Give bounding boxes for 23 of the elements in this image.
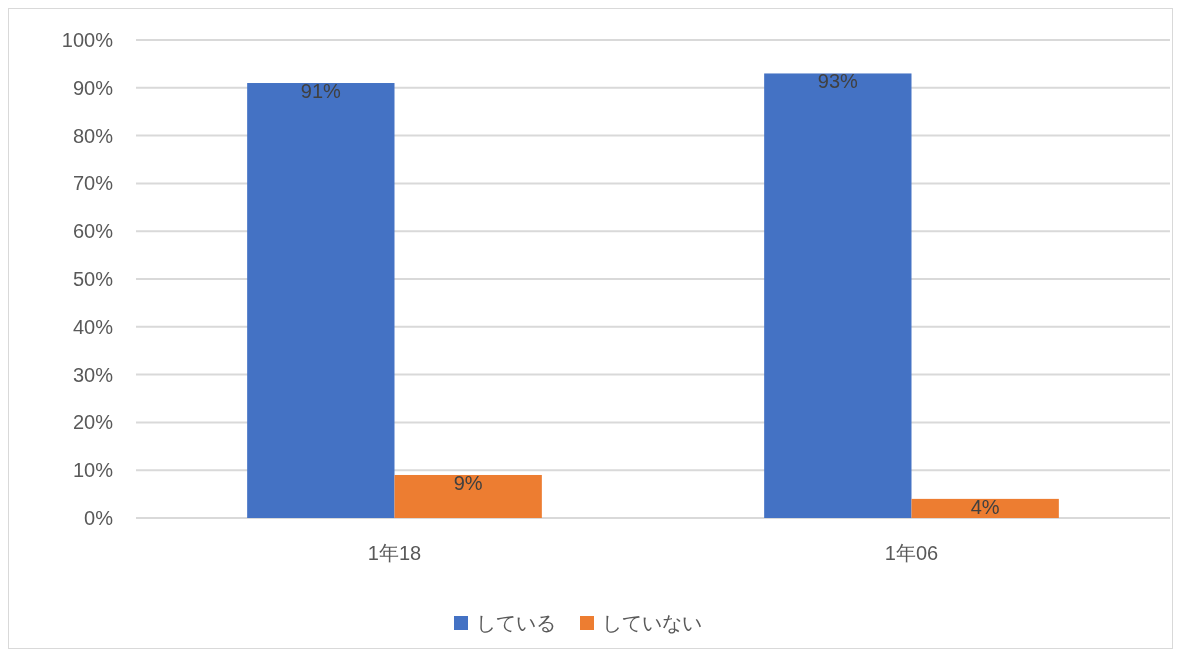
y-tick-label: 80%	[72, 124, 114, 147]
y-tick-label: 70%	[72, 172, 114, 195]
bar	[247, 83, 395, 518]
x-tick-label: 1年18	[367, 542, 422, 564]
data-label: 4%	[970, 495, 1000, 518]
y-tick-label: 90%	[72, 76, 114, 99]
y-tick-label: 20%	[72, 411, 114, 434]
y-tick-label: 50%	[72, 268, 114, 290]
x-tick-label: 1年06	[884, 542, 939, 564]
y-tick-label: 30%	[72, 363, 114, 386]
data-label: 91%	[300, 80, 342, 103]
bar	[911, 498, 1059, 518]
bar	[764, 73, 912, 518]
bar	[394, 474, 542, 518]
data-label: 9%	[453, 471, 483, 494]
legend-label: していない	[602, 612, 702, 634]
y-tick-label: 60%	[72, 220, 114, 243]
y-tick-label: 0%	[84, 507, 114, 529]
data-label: 93%	[817, 70, 859, 93]
y-tick-label: 100%	[61, 29, 114, 51]
y-tick-label: 10%	[72, 459, 114, 482]
y-tick-label: 40%	[72, 315, 114, 338]
legend-label: している	[476, 612, 556, 634]
